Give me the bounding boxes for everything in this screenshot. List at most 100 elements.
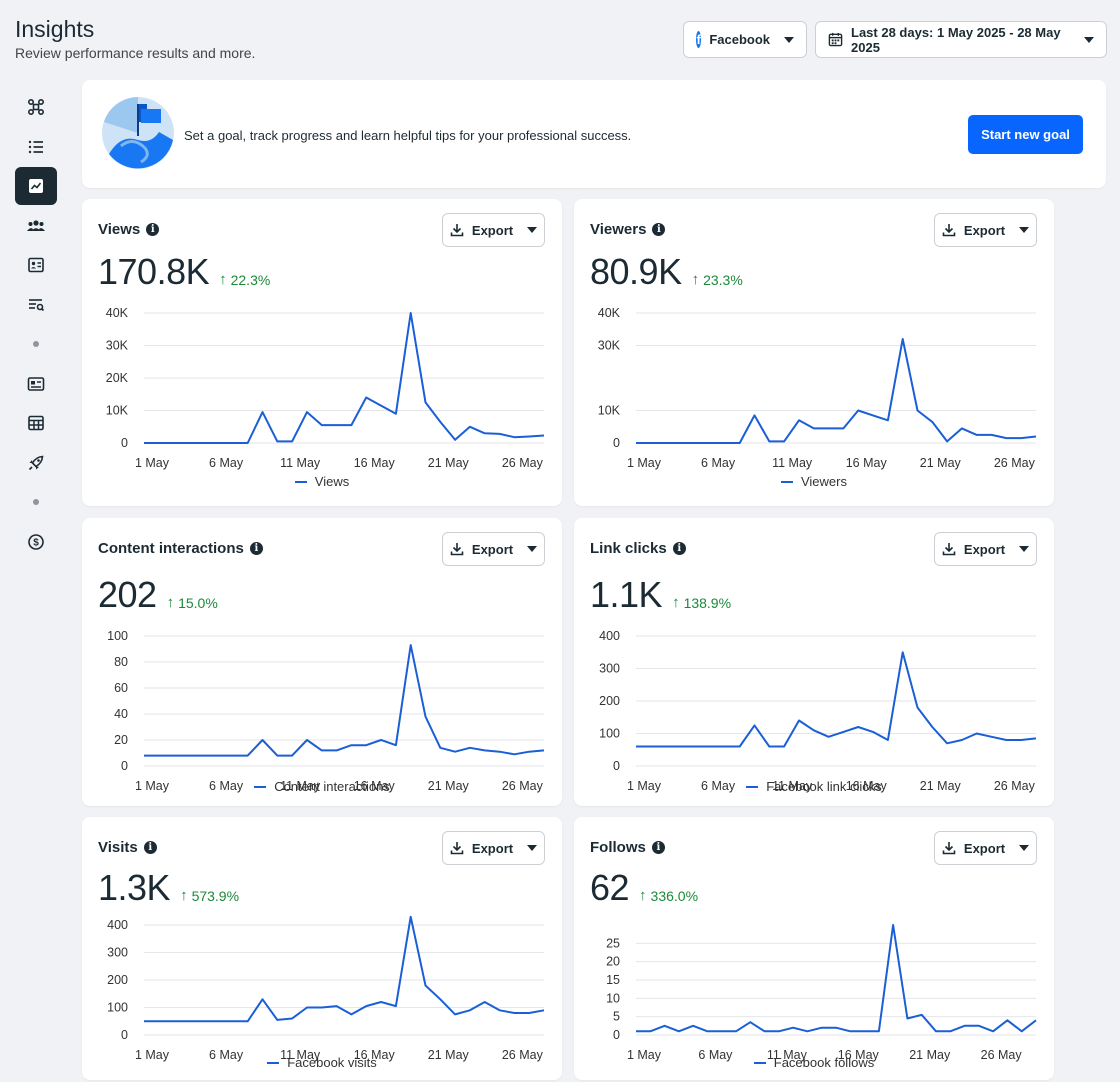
data-point[interactable] <box>975 433 979 437</box>
data-point[interactable] <box>542 1008 546 1012</box>
info-icon[interactable]: i <box>143 841 157 854</box>
data-point[interactable] <box>246 754 250 758</box>
data-point[interactable] <box>990 735 994 739</box>
nav-table[interactable] <box>15 404 57 442</box>
data-point[interactable] <box>394 412 398 416</box>
data-point[interactable] <box>335 748 339 752</box>
data-point[interactable] <box>290 439 294 443</box>
data-point[interactable] <box>201 754 205 758</box>
data-point[interactable] <box>930 725 934 729</box>
data-point[interactable] <box>753 413 757 417</box>
data-point[interactable] <box>748 1020 752 1024</box>
data-point[interactable] <box>201 1019 205 1023</box>
data-point[interactable] <box>305 1006 309 1010</box>
data-point[interactable] <box>172 1019 176 1023</box>
data-point[interactable] <box>1004 436 1008 440</box>
data-point[interactable] <box>216 441 220 445</box>
date-range-dropdown[interactable]: Last 28 days: 1 May 2025 - 28 May 2025 <box>815 21 1107 58</box>
visits-export-button[interactable]: Export <box>442 831 545 865</box>
data-point[interactable] <box>423 984 427 988</box>
data-point[interactable] <box>142 754 146 758</box>
data-point[interactable] <box>738 441 742 445</box>
data-point[interactable] <box>379 1000 383 1004</box>
data-point[interactable] <box>886 738 890 742</box>
data-point[interactable] <box>1034 1018 1038 1022</box>
data-point[interactable] <box>905 1017 909 1021</box>
nav-list[interactable] <box>15 128 57 166</box>
data-point[interactable] <box>915 706 919 710</box>
data-point[interactable] <box>960 426 964 430</box>
data-point[interactable] <box>960 738 964 742</box>
data-point[interactable] <box>693 745 697 749</box>
data-point[interactable] <box>848 1029 852 1033</box>
data-point[interactable] <box>738 745 742 749</box>
data-point[interactable] <box>1034 435 1038 439</box>
info-icon[interactable]: i <box>249 542 263 555</box>
info-icon[interactable]: i <box>672 542 686 555</box>
data-point[interactable] <box>438 420 442 424</box>
data-point[interactable] <box>186 441 190 445</box>
data-point[interactable] <box>542 434 546 438</box>
data-point[interactable] <box>320 748 324 752</box>
data-point[interactable] <box>901 337 905 341</box>
data-point[interactable] <box>797 418 801 422</box>
data-point[interactable] <box>991 1029 995 1033</box>
data-point[interactable] <box>483 748 487 752</box>
data-point[interactable] <box>705 1029 709 1033</box>
data-point[interactable] <box>990 433 994 437</box>
data-point[interactable] <box>186 754 190 758</box>
data-point[interactable] <box>261 738 265 742</box>
nav-boost[interactable] <box>15 444 57 482</box>
data-point[interactable] <box>1004 738 1008 742</box>
nav-id-card[interactable] <box>15 246 57 284</box>
data-point[interactable] <box>142 441 146 445</box>
data-point[interactable] <box>634 745 638 749</box>
data-point[interactable] <box>693 441 697 445</box>
data-point[interactable] <box>290 754 294 758</box>
data-point[interactable] <box>216 1019 220 1023</box>
data-point[interactable] <box>1020 1029 1024 1033</box>
data-point[interactable] <box>335 1004 339 1008</box>
data-point[interactable] <box>723 441 727 445</box>
link-clicks-export-button[interactable]: Export <box>934 532 1037 566</box>
data-point[interactable] <box>231 441 235 445</box>
data-point[interactable] <box>863 1029 867 1033</box>
data-point[interactable] <box>915 409 919 413</box>
data-point[interactable] <box>720 1029 724 1033</box>
data-point[interactable] <box>498 750 502 754</box>
data-point[interactable] <box>856 409 860 413</box>
data-point[interactable] <box>394 743 398 747</box>
data-point[interactable] <box>423 715 427 719</box>
data-point[interactable] <box>157 754 161 758</box>
data-point[interactable] <box>1034 736 1038 740</box>
data-point[interactable] <box>231 754 235 758</box>
data-point[interactable] <box>827 426 831 430</box>
info-icon[interactable]: i <box>652 223 666 236</box>
data-point[interactable] <box>805 1029 809 1033</box>
data-point[interactable] <box>649 745 653 749</box>
data-point[interactable] <box>246 441 250 445</box>
data-point[interactable] <box>677 1029 681 1033</box>
data-point[interactable] <box>349 743 353 747</box>
data-point[interactable] <box>438 746 442 750</box>
data-point[interactable] <box>468 1008 472 1012</box>
data-point[interactable] <box>901 650 905 654</box>
data-point[interactable] <box>782 745 786 749</box>
data-point[interactable] <box>409 915 413 919</box>
viewers-export-button[interactable]: Export <box>934 213 1037 247</box>
data-point[interactable] <box>453 750 457 754</box>
data-point[interactable] <box>648 1029 652 1033</box>
data-point[interactable] <box>975 732 979 736</box>
data-point[interactable] <box>891 923 895 927</box>
data-point[interactable] <box>934 1029 938 1033</box>
data-point[interactable] <box>1019 738 1023 742</box>
data-point[interactable] <box>527 750 531 754</box>
nav-content-search[interactable] <box>15 286 57 324</box>
data-point[interactable] <box>379 738 383 742</box>
data-point[interactable] <box>1019 436 1023 440</box>
data-point[interactable] <box>678 441 682 445</box>
data-point[interactable] <box>734 1029 738 1033</box>
data-point[interactable] <box>275 439 279 443</box>
start-new-goal-button[interactable]: Start new goal <box>968 115 1083 154</box>
data-point[interactable] <box>320 423 324 427</box>
